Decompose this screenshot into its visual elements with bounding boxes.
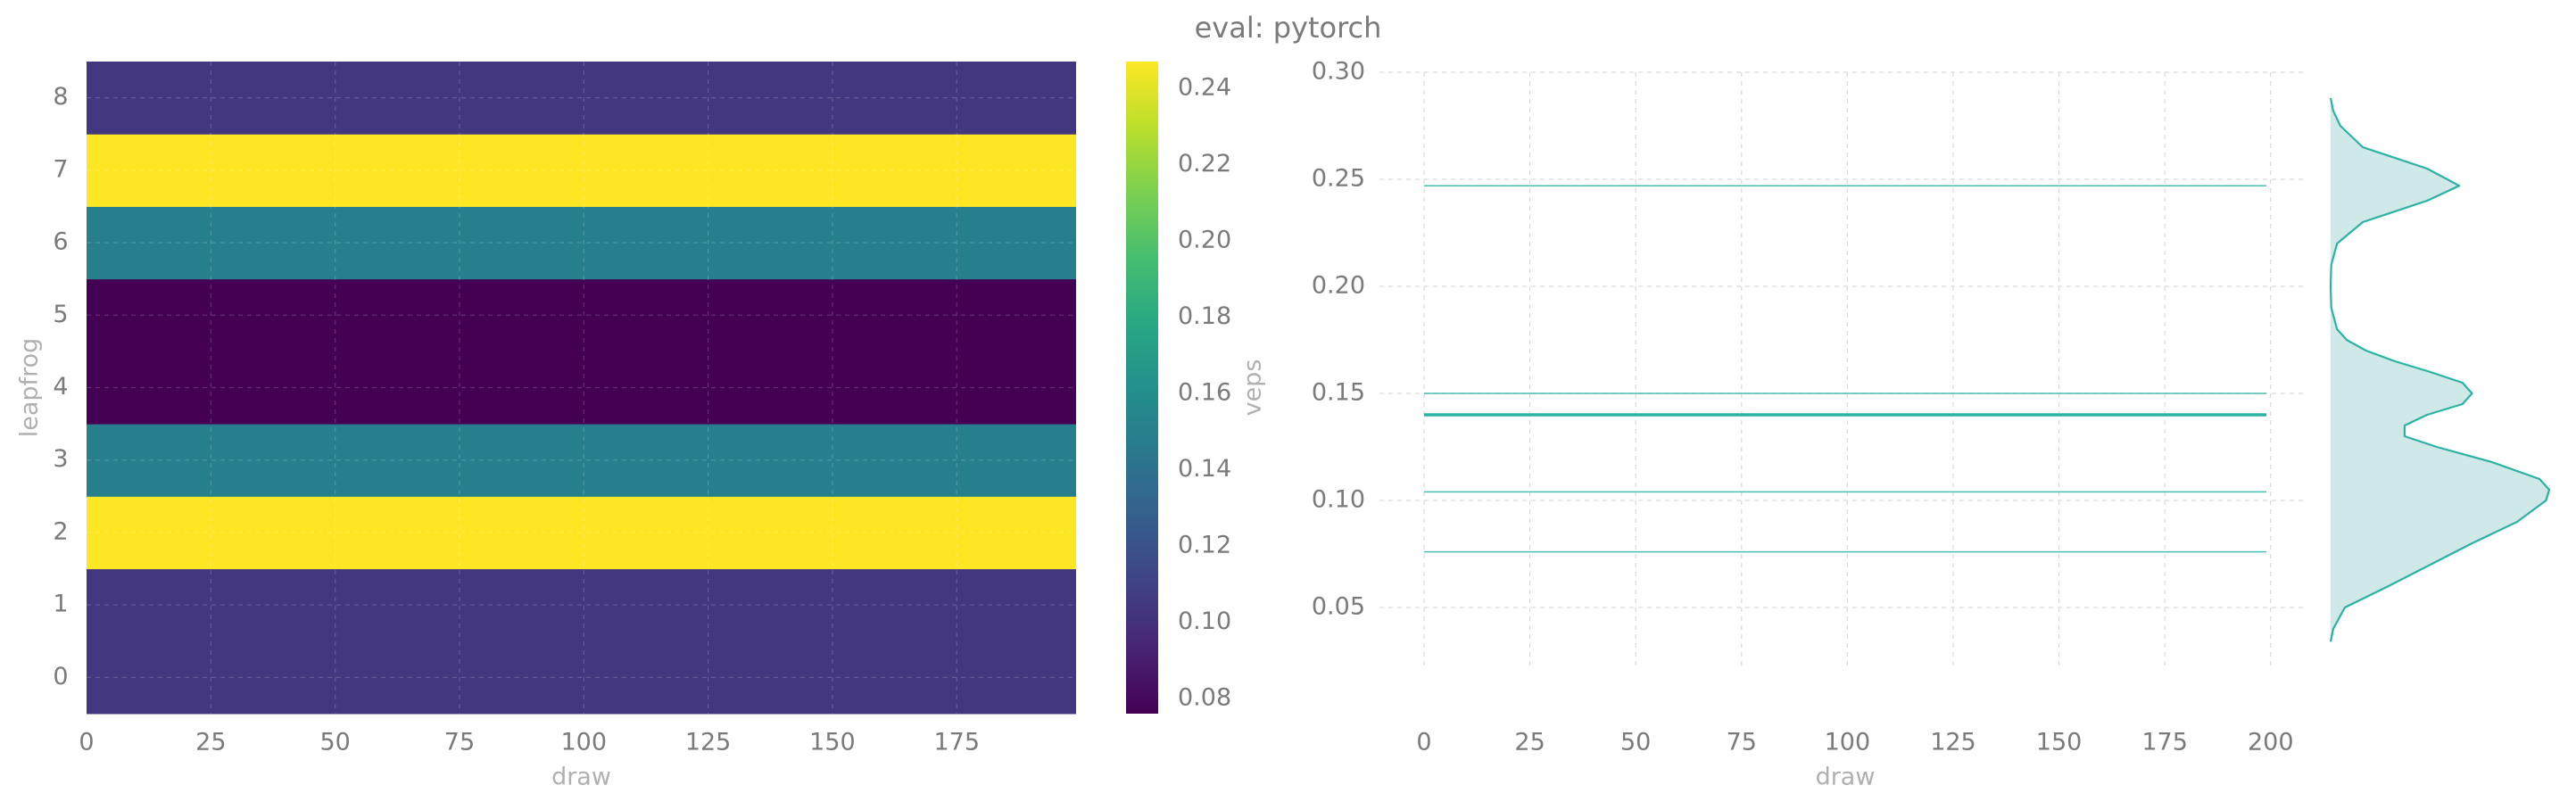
trace-x-tick-label: 25 [1514, 729, 1545, 756]
trace-x-tick-label: 175 [2141, 729, 2188, 756]
heatmap-panel: 0 25 50 75 100 125 150 175 0 1 2 3 4 5 6 7 8 draw leapfrog [16, 62, 1076, 791]
colorbar-tick-label: 0.22 [1178, 150, 1231, 178]
heatmap-y-tick-label: 6 [53, 228, 68, 256]
trace-y-tick-label: 0.20 [1312, 272, 1365, 300]
colorbar-panel: 0.08 0.10 0.12 0.14 0.16 0.18 0.20 0.22 0.24 veps [1126, 62, 1267, 714]
colorbar-tick-label: 0.24 [1178, 73, 1231, 101]
colorbar-tick-label: 0.10 [1178, 608, 1231, 635]
heatmap-x-tick-label: 125 [685, 729, 732, 756]
heatmap-row [87, 424, 1076, 497]
kde-curve [2329, 97, 2551, 642]
heatmap-y-tick-label: 7 [53, 155, 68, 183]
kde-panel [2329, 97, 2551, 642]
heatmap-row [87, 351, 1076, 425]
trace-y-tick-label: 0.10 [1312, 486, 1365, 514]
trace-y-tick-label: 0.30 [1312, 58, 1365, 86]
colorbar-tick-label: 0.16 [1178, 378, 1231, 406]
colorbar-bar [1126, 62, 1158, 714]
heatmap-y-axis-label: leapfrog [16, 338, 44, 437]
trace-y-tick-label: 0.15 [1312, 379, 1365, 407]
colorbar-tick-label: 0.14 [1178, 455, 1231, 483]
heatmap-x-tick-label: 100 [561, 729, 608, 756]
trace-x-tick-label: 75 [1727, 729, 1757, 756]
heatmap-y-tick-label: 5 [53, 301, 68, 328]
heatmap-y-tick-label: 0 [53, 663, 68, 690]
heatmap-y-tick-label: 3 [53, 445, 68, 473]
heatmap-y-tick-label: 1 [53, 591, 68, 618]
trace-y-tick-label: 0.05 [1312, 593, 1365, 621]
heatmap-x-tick-label: 25 [195, 729, 226, 756]
trace-x-tick-label: 125 [1930, 729, 1976, 756]
trace-y-tick-label: 0.25 [1312, 165, 1365, 193]
heatmap-y-tick-label: 8 [53, 83, 68, 111]
heatmap-x-tick-label: 175 [933, 729, 980, 756]
colorbar-axis-label: veps [1239, 360, 1267, 417]
heatmap-x-axis-label: draw [551, 764, 611, 791]
heatmap-row [87, 278, 1076, 352]
trace-x-axis-label: draw [1816, 764, 1876, 791]
heatmap-row [87, 496, 1076, 570]
heatmap-x-tick-label: 0 [79, 729, 94, 756]
trace-x-tick-label: 0 [1416, 729, 1431, 756]
trace-x-tick-label: 150 [2036, 729, 2083, 756]
trace-x-tick-label: 50 [1620, 729, 1651, 756]
colorbar-tick-label: 0.12 [1178, 531, 1231, 558]
heatmap-row [87, 641, 1076, 715]
colorbar-tick-label: 0.18 [1178, 302, 1231, 330]
figure-title: eval: pytorch [1194, 11, 1382, 45]
heatmap-row [87, 206, 1076, 280]
heatmap-x-tick-label: 75 [444, 729, 475, 756]
heatmap-row [87, 62, 1076, 135]
heatmap-row [87, 134, 1076, 207]
heatmap-y-tick-label: 4 [53, 373, 68, 401]
kde-fill [2331, 97, 2549, 642]
heatmap-x-tick-label: 150 [809, 729, 856, 756]
heatmap-y-tick-label: 2 [53, 517, 68, 545]
heatmap-x-tick-label: 50 [319, 729, 350, 756]
heatmap-row [87, 568, 1076, 642]
colorbar-tick-label: 0.08 [1178, 683, 1231, 711]
colorbar-tick-label: 0.20 [1178, 226, 1231, 253]
trace-x-tick-label: 200 [2248, 729, 2294, 756]
trace-panel: 0 25 50 75 100 125 150 175 200 0.05 0.10 0.15 0.20 0.… [1312, 58, 2307, 791]
trace-x-tick-label: 100 [1825, 729, 1871, 756]
